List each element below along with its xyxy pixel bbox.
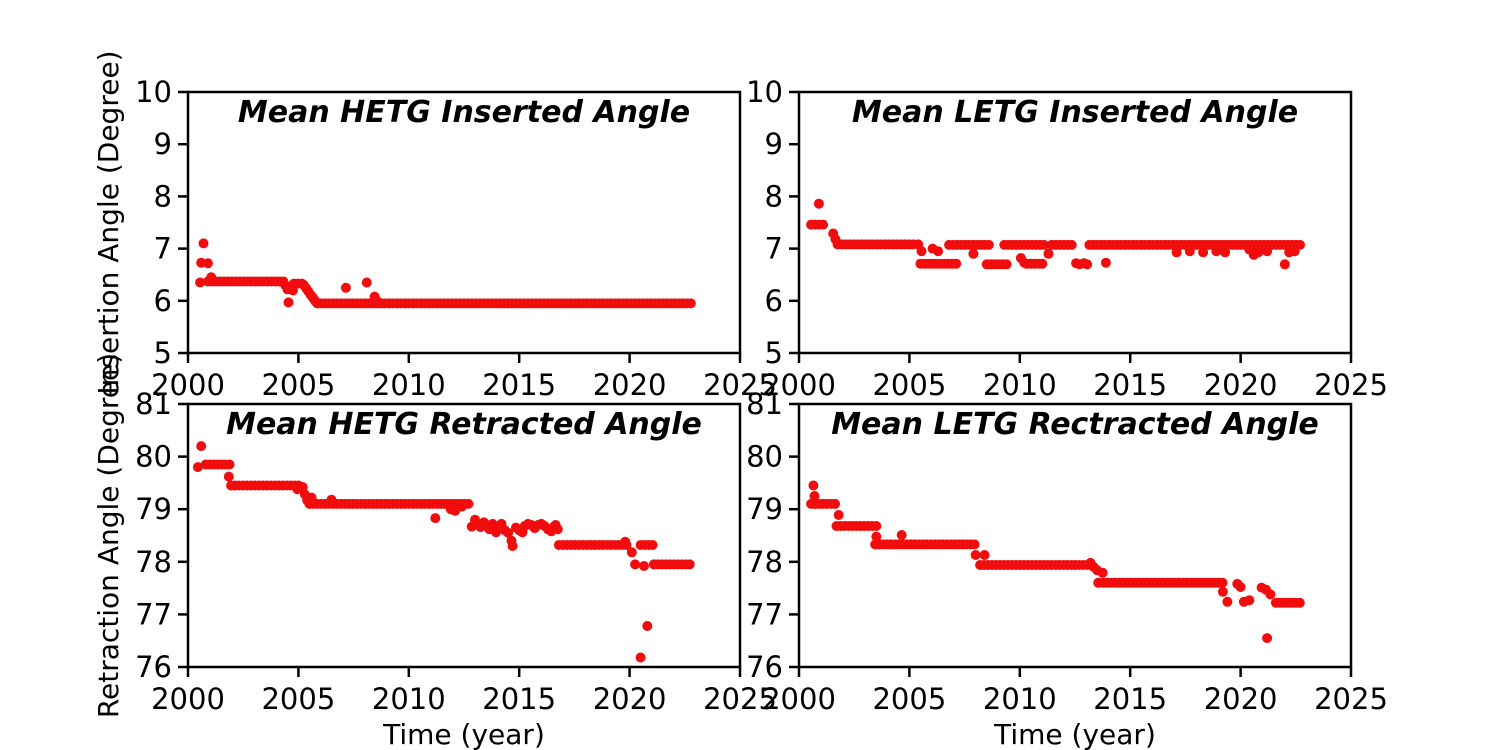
- y-tick-label: 5: [765, 336, 783, 370]
- y-tick-label: 78: [746, 545, 783, 579]
- y-axis-label-hetg-inserted: Insertion Angle (Degree): [92, 50, 125, 394]
- y-axis-hetg-inserted: 5 6 7 8 9 10: [135, 75, 188, 370]
- x-tick-label: 2000: [762, 682, 836, 716]
- x-tick-label: 2025: [703, 368, 777, 402]
- x-tick-label: 2000: [762, 368, 836, 402]
- x-tick-label: 2015: [482, 368, 556, 402]
- x-axis-letg-inserted: 2000 2005 2010 2015 2020 2025: [762, 353, 1388, 402]
- y-tick-label: 10: [135, 75, 172, 109]
- y-tick-label: 6: [765, 284, 783, 318]
- x-tick-label: 2000: [151, 682, 225, 716]
- axes-frame: [186, 90, 742, 355]
- y-tick-label: 80: [135, 440, 172, 474]
- subplot-title-letg-inserted: Mean LETG Inserted Angle: [852, 95, 1298, 130]
- x-axis-letg-retracted: 2000 2005 2010 2015 2020 2025: [762, 667, 1388, 716]
- x-tick-label: 2015: [1093, 682, 1167, 716]
- x-axis-hetg-inserted: 2000 2005 2010 2015 2020 2025: [151, 353, 777, 402]
- subplot-title-hetg-retracted: Mean HETG Retracted Angle: [226, 407, 702, 442]
- x-tick-label: 2000: [151, 368, 225, 402]
- y-tick-label: 7: [765, 232, 783, 266]
- x-tick-label: 2010: [983, 682, 1057, 716]
- x-axis-label-letg-retracted: Time (year): [993, 718, 1156, 750]
- axes-frame: [797, 90, 1353, 355]
- y-axis-hetg-retracted: 76 77 78 79 80 81: [135, 387, 188, 684]
- y-tick-label: 80: [746, 440, 783, 474]
- x-tick-label: 2020: [593, 368, 667, 402]
- data-points-letg-retracted: [806, 480, 1305, 644]
- x-tick-label: 2015: [482, 682, 556, 716]
- data-points-hetg-retracted: [192, 441, 695, 663]
- subplot-letg-retracted: 2000 2005 2010 2015 2020 2025 76 77 78 79 80 81 Mean…: [746, 387, 1388, 750]
- y-axis-letg-retracted: 76 77 78 79 80 81: [746, 387, 799, 684]
- x-tick-label: 2010: [983, 368, 1057, 402]
- y-tick-label: 76: [135, 650, 172, 684]
- x-tick-label: 2020: [1204, 368, 1278, 402]
- y-tick-label: 79: [135, 492, 172, 526]
- subplot-hetg-inserted: 2000 2005 2010 2015 2020 2025 5 6 7 8 9 10 Mean HETG…: [92, 50, 777, 402]
- x-tick-label: 2015: [1093, 368, 1167, 402]
- y-axis-label-hetg-retracted: Retraction Angle (Degree): [92, 353, 125, 718]
- x-axis-hetg-retracted: 2000 2005 2010 2015 2020 2025: [151, 667, 777, 716]
- y-tick-label: 10: [746, 75, 783, 109]
- data-points-hetg-inserted: [195, 238, 696, 309]
- y-tick-label: 78: [135, 545, 172, 579]
- y-tick-label: 8: [765, 179, 783, 213]
- y-tick-label: 77: [746, 597, 783, 631]
- y-tick-label: 8: [154, 179, 172, 213]
- y-axis-letg-inserted: 5 6 7 8 9 10: [746, 75, 799, 370]
- y-tick-label: 77: [135, 597, 172, 631]
- subplot-title-hetg-inserted: Mean HETG Inserted Angle: [238, 95, 690, 130]
- subplot-title-letg-retracted: Mean LETG Rectracted Angle: [831, 407, 1319, 442]
- y-tick-label: 9: [154, 127, 172, 161]
- y-tick-label: 7: [154, 232, 172, 266]
- x-tick-label: 2010: [372, 682, 446, 716]
- x-tick-label: 2025: [703, 682, 777, 716]
- x-tick-label: 2010: [372, 368, 446, 402]
- y-tick-label: 5: [154, 336, 172, 370]
- subplot-letg-inserted: 2000 2005 2010 2015 2020 2025 5 6 7 8 9 10 Mean LETG…: [746, 75, 1388, 402]
- subplot-hetg-retracted: 2000 2005 2010 2015 2020 2025 76 77 78 79 80 81 Mean…: [92, 353, 777, 750]
- y-tick-label: 79: [746, 492, 783, 526]
- y-tick-label: 76: [746, 650, 783, 684]
- x-tick-label: 2020: [1204, 682, 1278, 716]
- x-tick-label: 2020: [593, 682, 667, 716]
- y-tick-label: 81: [135, 387, 172, 421]
- x-tick-label: 2005: [261, 682, 335, 716]
- y-tick-label: 81: [746, 387, 783, 421]
- x-tick-label: 2025: [1314, 368, 1388, 402]
- x-tick-label: 2025: [1314, 682, 1388, 716]
- x-tick-label: 2005: [872, 682, 946, 716]
- x-tick-label: 2005: [261, 368, 335, 402]
- y-tick-label: 6: [154, 284, 172, 318]
- axes-frame: [186, 402, 742, 669]
- x-tick-label: 2005: [872, 368, 946, 402]
- x-axis-label-hetg-retracted: Time (year): [382, 718, 545, 750]
- y-tick-label: 9: [765, 127, 783, 161]
- data-points-letg-inserted: [806, 198, 1305, 270]
- axes-frame: [797, 402, 1353, 669]
